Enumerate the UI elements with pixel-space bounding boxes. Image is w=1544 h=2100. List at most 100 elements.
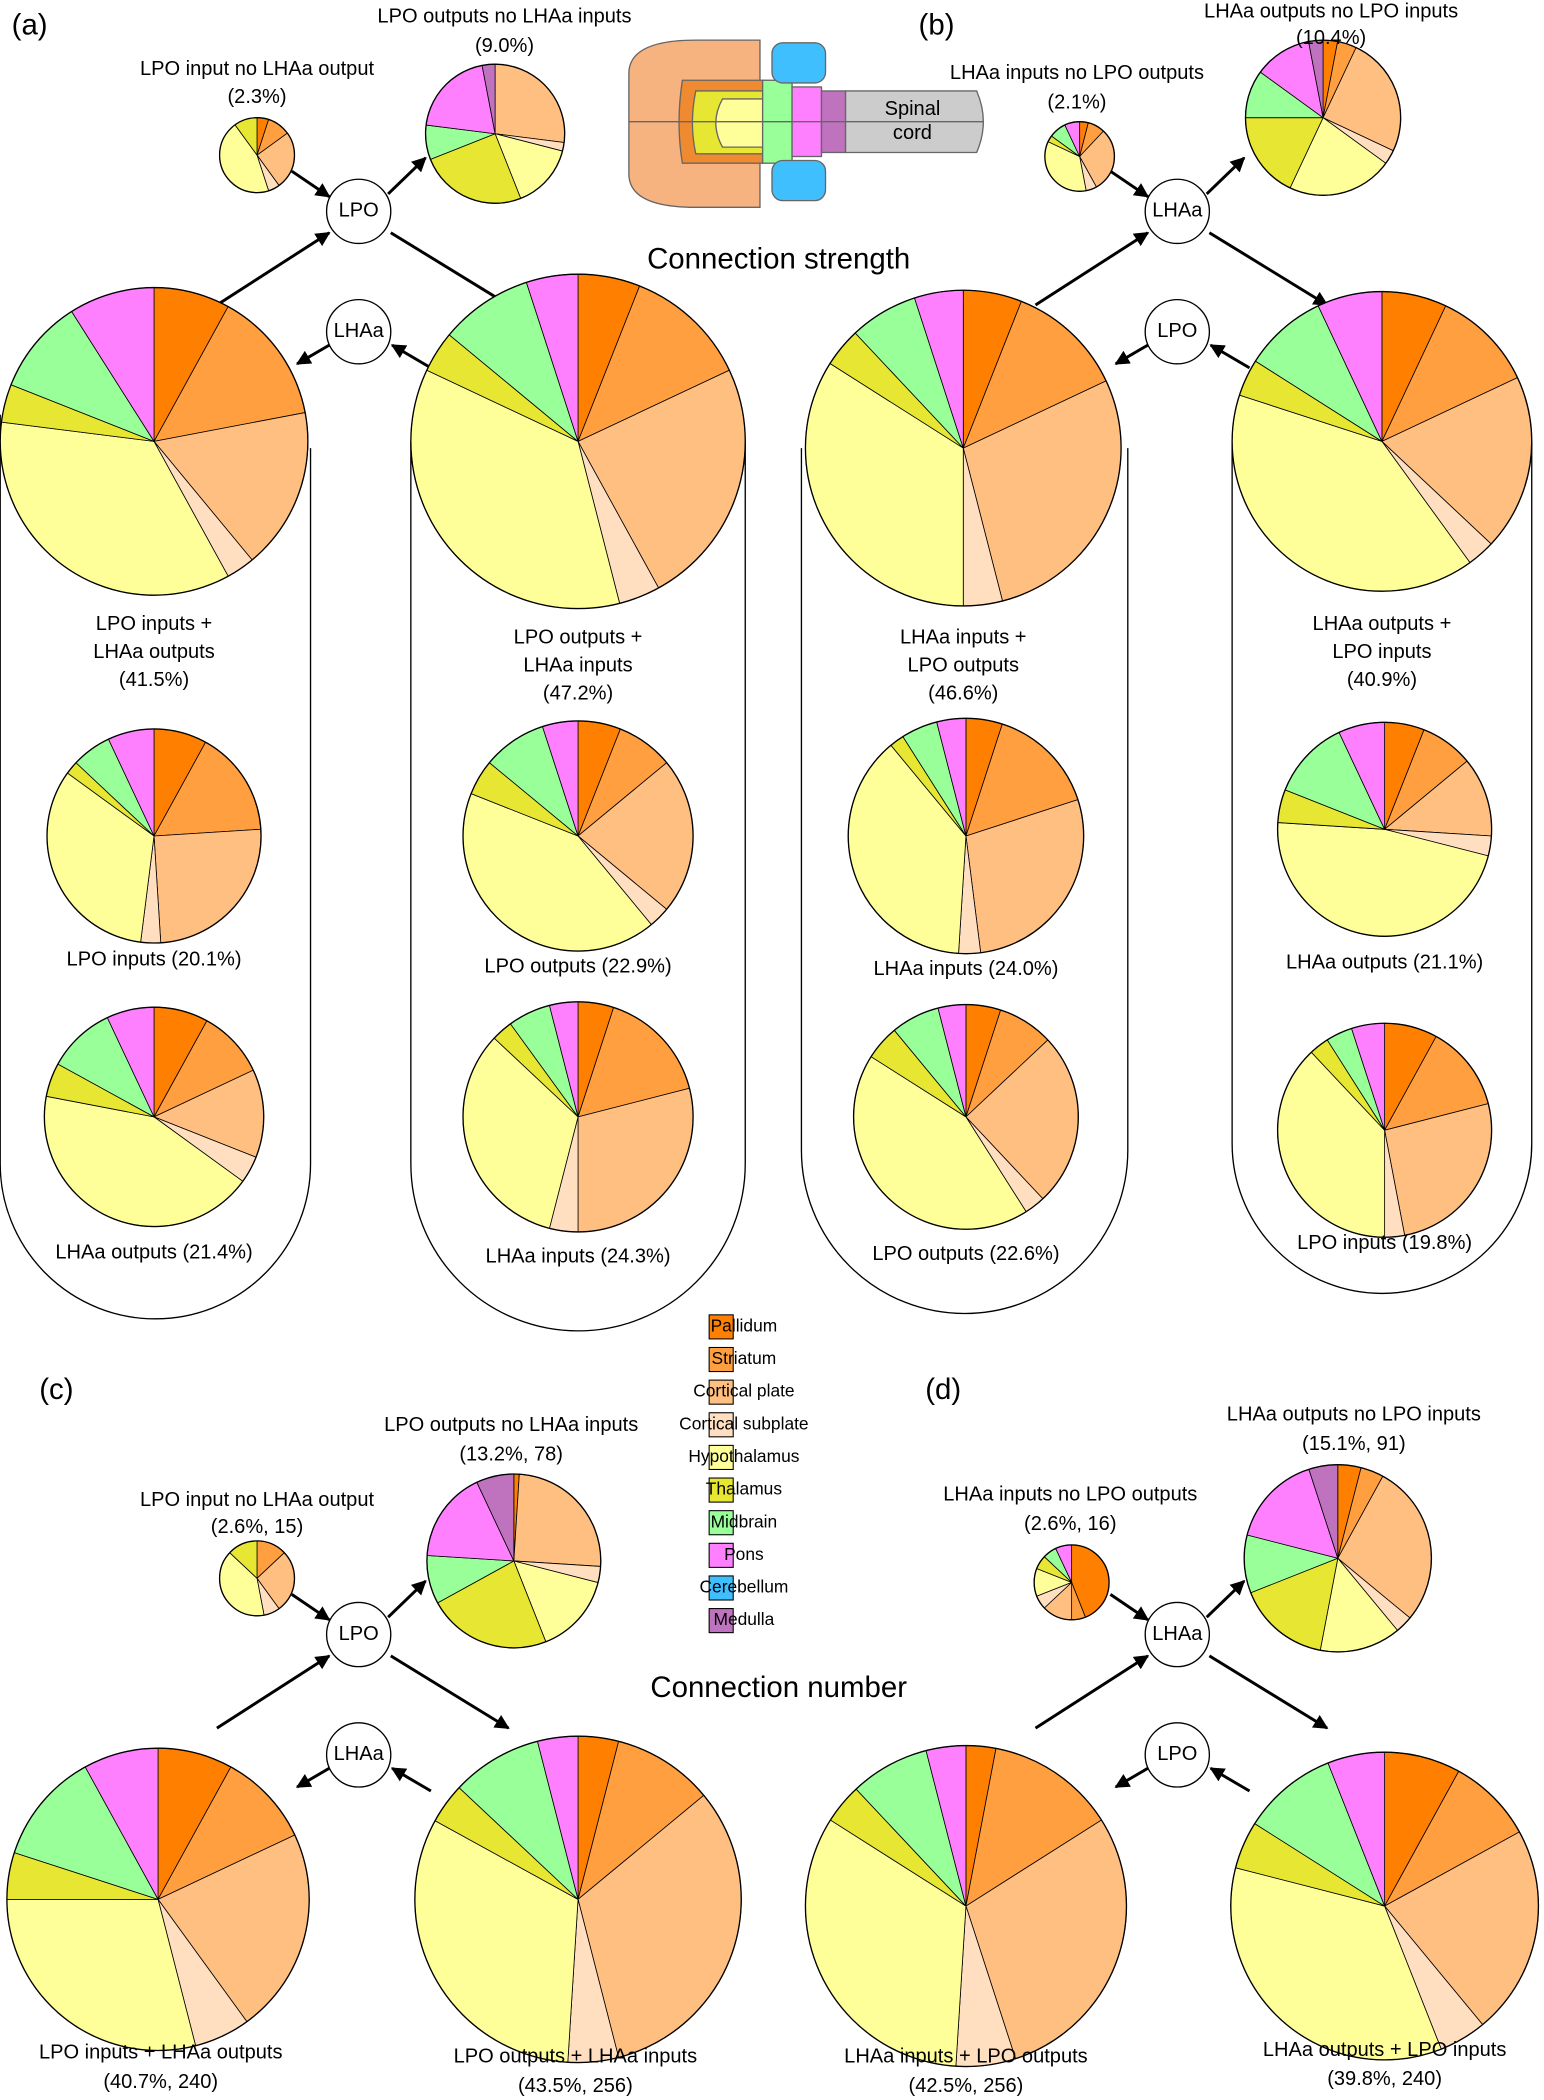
group-frame <box>410 441 746 1332</box>
legend-swatch <box>708 1444 734 1470</box>
pie-outline <box>1276 1022 1493 1238</box>
pie-outline <box>462 720 694 952</box>
pie-outline <box>410 273 746 610</box>
legend-label: Pons <box>724 1544 764 1564</box>
pie-outline <box>43 1006 265 1228</box>
pie-outline <box>46 728 262 944</box>
pie-outline <box>1243 1463 1433 1653</box>
node-label: LPO <box>1157 320 1197 342</box>
node <box>1144 298 1211 365</box>
pie-outline <box>1044 121 1116 192</box>
legend-swatch <box>708 1608 734 1634</box>
arrows <box>216 156 510 370</box>
pie-title: (9.0%) <box>475 35 534 57</box>
pie-title: LHAa outputs + <box>1313 613 1452 635</box>
legend-swatch <box>708 1346 734 1373</box>
pie-title: LHAa inputs (24.3%) <box>486 1246 671 1268</box>
pie-outline <box>218 117 296 194</box>
legend-label: Cerebellum <box>699 1577 788 1597</box>
pie-title: LPO inputs + <box>96 613 212 635</box>
pie-title: LHAa outputs + LPO inputs <box>1263 2039 1507 2061</box>
panel-label: (c) <box>39 1373 73 1406</box>
legend-label: Cortical plate <box>693 1381 794 1401</box>
node <box>1144 1722 1211 1788</box>
group-frame <box>800 448 1129 1315</box>
heading: Connection strength <box>647 243 910 276</box>
node-label: LHAa <box>1152 1623 1203 1645</box>
legend-swatch <box>708 1412 734 1438</box>
pie-outline <box>847 717 1085 955</box>
pie-outline <box>426 1473 602 1649</box>
legend-swatch <box>708 1477 734 1503</box>
legend-label: Striatum <box>712 1348 777 1368</box>
pie-title: LPO inputs + LHAa outputs <box>39 2041 283 2063</box>
pie-title: LPO outputs no LHAa inputs <box>377 6 631 28</box>
pie-title: LHAa outputs <box>93 641 214 663</box>
legend-label: Pallidum <box>711 1315 778 1335</box>
pie-outline <box>1276 721 1493 937</box>
pie-title: LHAa outputs no LPO inputs <box>1227 1403 1481 1425</box>
panel-label: (a) <box>12 9 48 42</box>
pie-title: LHAa outputs (21.1%) <box>1286 951 1483 973</box>
pie-title: LPO outputs <box>908 654 1019 676</box>
pie-title: LPO input no LHAa output <box>140 1489 374 1511</box>
pie-title: LPO input no LHAa output <box>140 58 374 80</box>
pie-title: (39.8%, 240) <box>1327 2068 1442 2090</box>
pie-title: (13.2%, 78) <box>459 1444 563 1466</box>
brain-diagram <box>628 39 984 208</box>
pie-outline <box>218 1540 296 1617</box>
legend-label: Midbrain <box>711 1511 778 1531</box>
heading: Connection number <box>650 1671 907 1704</box>
pie-slice <box>494 63 566 143</box>
pie-outline <box>424 63 566 204</box>
pie-outline <box>1033 1544 1110 1621</box>
pie-title: (10.4%) <box>1296 27 1366 49</box>
pie-title: LPO outputs (22.6%) <box>872 1243 1059 1265</box>
pie-title: LPO outputs no LHAa inputs <box>384 1414 638 1436</box>
node-label: LHAa <box>334 1743 385 1765</box>
pie-title: (41.5%) <box>119 669 189 691</box>
pie-outline <box>6 1747 310 2052</box>
pie-outline <box>1231 290 1533 592</box>
legend-swatch <box>708 1575 734 1601</box>
pie-slice <box>513 1473 602 1567</box>
pie-title: LPO outputs + <box>514 626 643 648</box>
node-label: LPO <box>1157 1743 1197 1765</box>
pie-title: (42.5%, 256) <box>909 2075 1024 2097</box>
pie-title: LHAa inputs no LPO outputs <box>950 62 1204 84</box>
legend-label: Hypothalamus <box>688 1446 799 1466</box>
legend-label: Thalamus <box>706 1479 783 1499</box>
group-frame <box>1231 441 1533 1295</box>
pie-title: LPO outputs (22.9%) <box>484 955 671 977</box>
node <box>1144 178 1211 245</box>
node-label: LHAa <box>1152 200 1203 222</box>
pie-outline <box>1230 1751 1540 2061</box>
pie-title: (47.2%) <box>543 683 613 705</box>
legend-swatch <box>708 1542 734 1568</box>
pie-title: LPO outputs + LHAa inputs <box>454 2045 697 2067</box>
node <box>325 178 392 245</box>
pie-title: LHAa inputs + LPO outputs <box>844 2045 1088 2067</box>
pie-title: LHAa inputs + <box>900 626 1027 648</box>
pie-title: LHAa outputs no LPO inputs <box>1204 0 1458 22</box>
node-label: LHAa <box>334 320 385 342</box>
pie-title: (40.9%) <box>1347 669 1417 691</box>
pie-outline <box>852 1003 1079 1230</box>
panel-label: (d) <box>925 1373 961 1406</box>
pie-title: (2.6%, 15) <box>211 1516 303 1538</box>
group-frame <box>0 414 312 1320</box>
pie-title: (40.7%, 240) <box>103 2071 218 2093</box>
pie-title: (43.5%, 256) <box>518 2075 633 2097</box>
node-label: LPO <box>339 200 379 222</box>
pie-title: LHAa outputs (21.4%) <box>55 1242 252 1264</box>
pie-title: LHAa inputs no LPO outputs <box>943 1484 1197 1506</box>
node <box>325 1722 392 1788</box>
pie-outline <box>1244 39 1402 196</box>
legend-label: Medulla <box>713 1609 774 1629</box>
pie-outline <box>414 1735 742 2064</box>
node <box>325 1601 392 1668</box>
pie-title: (15.1%, 91) <box>1302 1433 1406 1455</box>
pie-title: LHAa inputs <box>523 654 632 676</box>
pie-title: LPO inputs (20.1%) <box>67 949 242 971</box>
